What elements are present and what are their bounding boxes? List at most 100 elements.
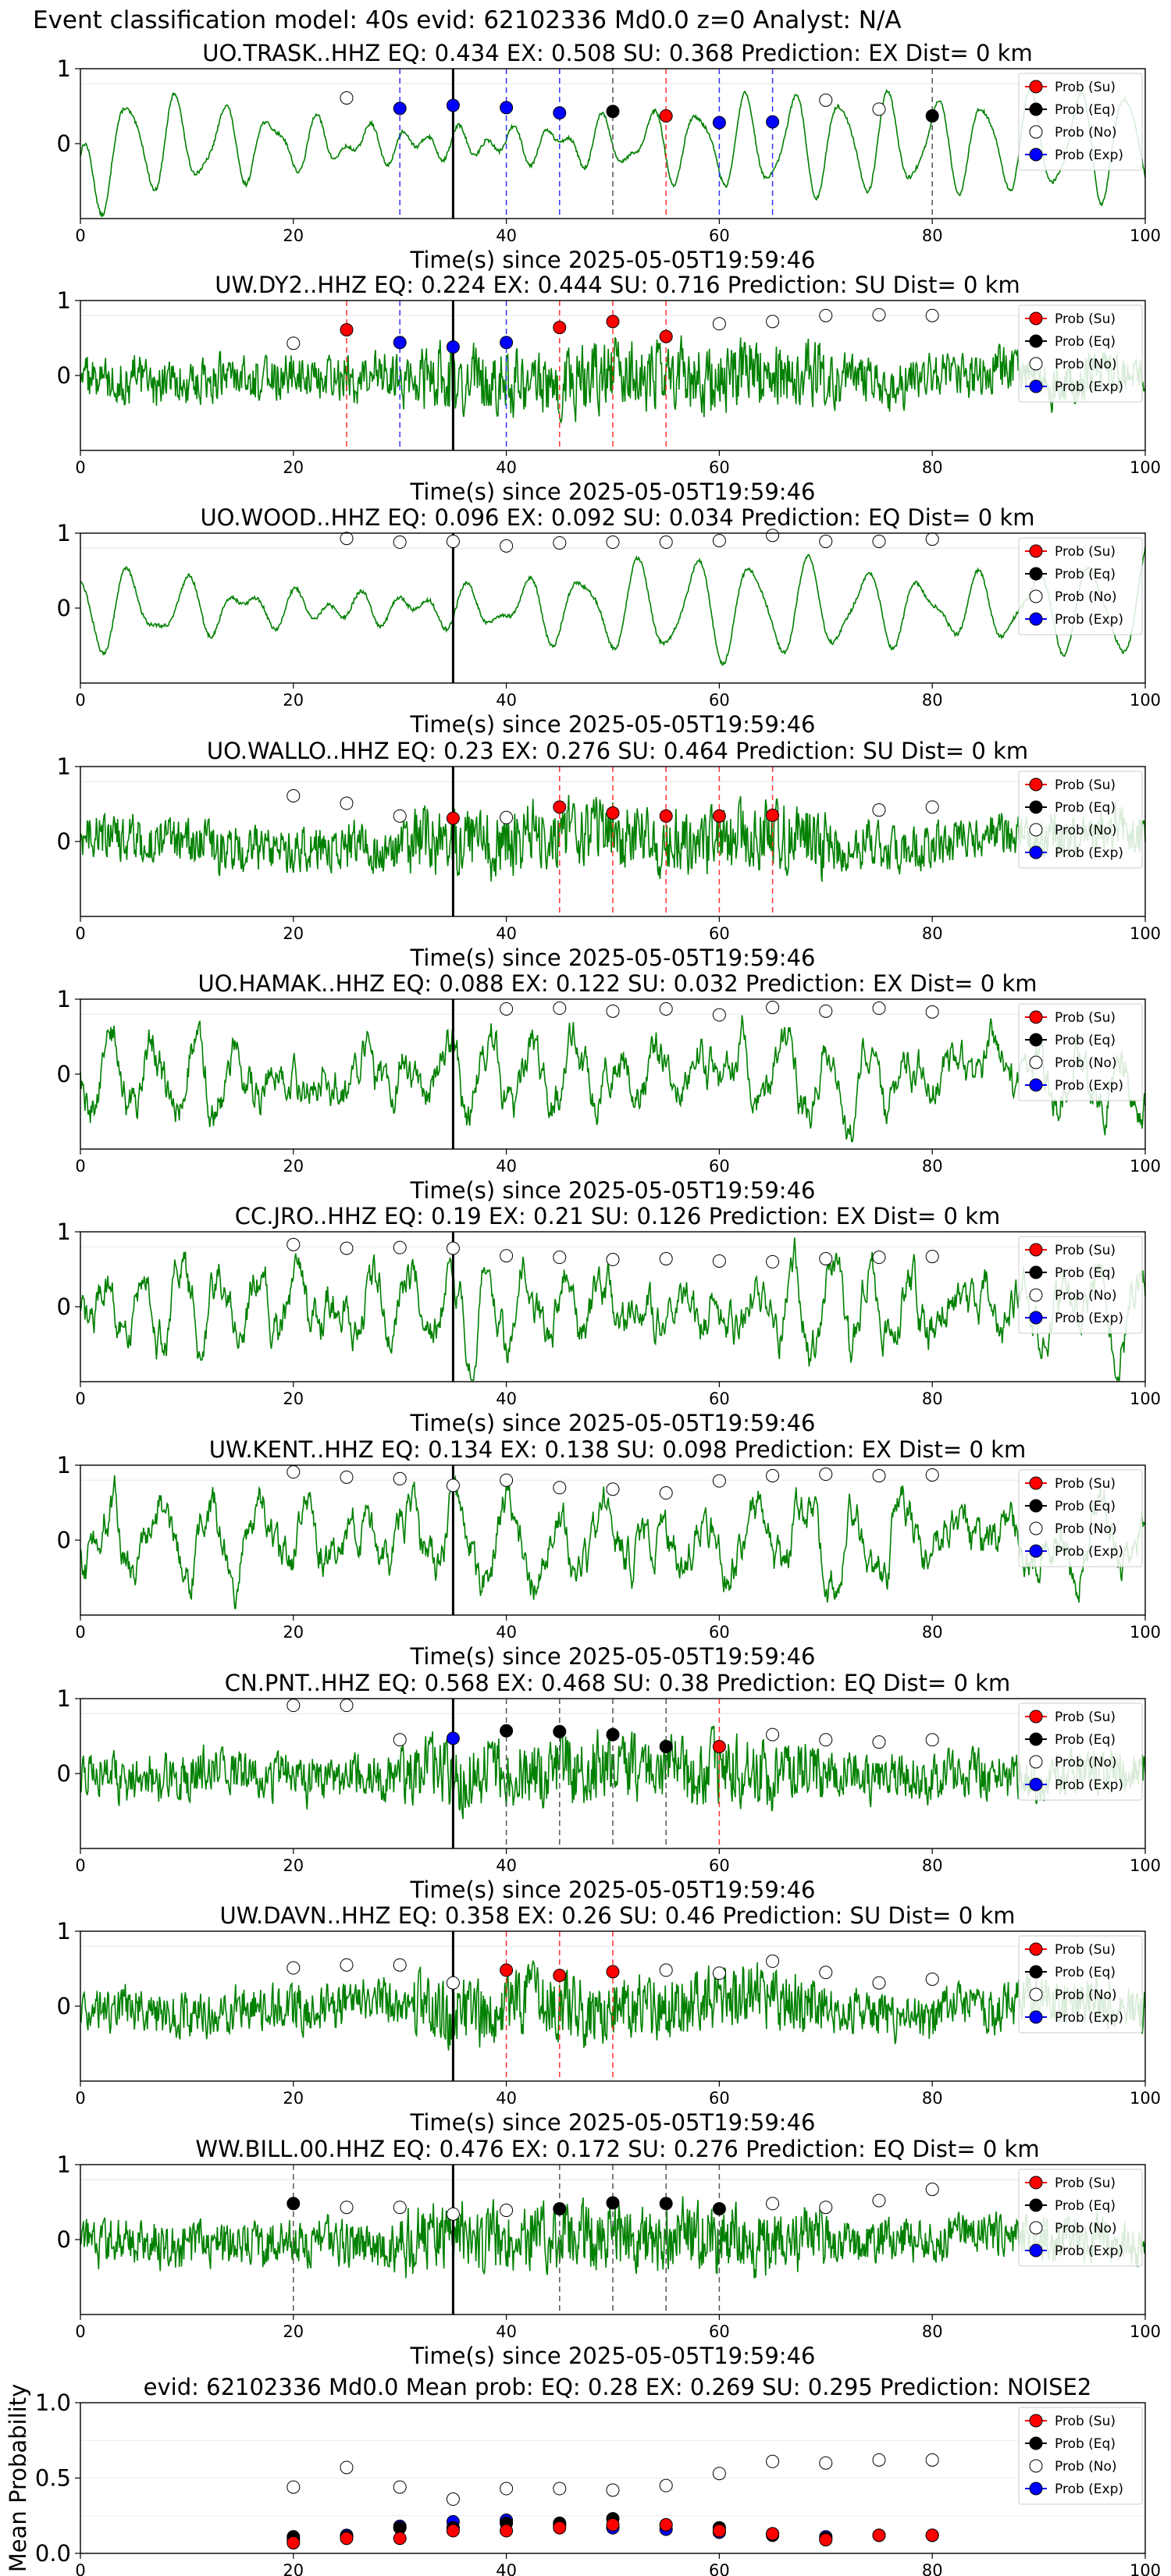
legend-label-no: Prob (No) — [1055, 1055, 1117, 1071]
legend-label-eq: Prob (Eq) — [1055, 2198, 1116, 2214]
legend-marker-eq — [1029, 800, 1043, 814]
x-tick-label: 20 — [283, 691, 304, 710]
legend-box — [1018, 1236, 1143, 1334]
prob-point-no — [287, 788, 301, 802]
mean-point-no — [766, 2454, 780, 2468]
x-tick-label: 80 — [922, 924, 943, 943]
prob-point-no — [287, 1237, 301, 1251]
prob-point-su — [659, 109, 673, 123]
x-tick-label: 0 — [75, 1389, 85, 1408]
prob-point-no — [712, 317, 726, 331]
prob-point-no — [766, 2197, 780, 2211]
mean-point-no — [500, 2482, 514, 2496]
prob-point-no — [500, 1473, 514, 1487]
x-tick-label: 0 — [75, 2089, 85, 2108]
waveform-trace — [80, 1475, 1146, 1610]
prob-point-no — [766, 1001, 780, 1015]
mean-point-su — [446, 2524, 460, 2538]
legend-marker-exp — [1029, 1078, 1043, 1092]
x-axis-label: Time(s) since 2025-05-05T19:59:46 — [410, 1877, 816, 1903]
panel-title: evid: 62102336 Md0.0 Mean prob: EQ: 0.28… — [144, 2374, 1092, 2400]
legend-marker-no — [1029, 125, 1043, 139]
waveform-trace — [80, 1959, 1146, 2051]
panel-title: CC.JRO..HHZ EQ: 0.19 EX: 0.21 SU: 0.126 … — [235, 1203, 1001, 1229]
legend-box — [1018, 1469, 1143, 1567]
prob-point-no — [606, 1004, 620, 1018]
prob-point-no — [606, 1253, 620, 1267]
prob-point-no — [659, 1486, 673, 1500]
legend-marker-eq — [1029, 567, 1043, 581]
legend-marker-su — [1029, 80, 1043, 94]
legend-marker-eq — [1029, 2436, 1043, 2450]
legend-label-exp: Prob (Exp) — [1055, 1777, 1123, 1793]
prob-point-no — [766, 1254, 780, 1268]
x-axis-label: Time(s) since 2025-05-05T19:59:46 — [410, 945, 816, 971]
prob-point-su — [446, 811, 460, 825]
legend-marker-exp — [1029, 148, 1043, 162]
x-tick-label: 100 — [1130, 2322, 1161, 2341]
prob-point-no — [393, 2201, 407, 2215]
waveform-trace — [80, 1237, 1146, 1383]
prob-point-exp — [766, 115, 780, 129]
x-tick-label: 60 — [709, 2322, 730, 2341]
x-axis-label: Time(s) since 2025-05-05T19:59:46 — [410, 1643, 816, 1670]
legend-marker-no — [1029, 2459, 1043, 2473]
x-tick-label: 40 — [496, 2322, 517, 2341]
prob-point-eq — [553, 1724, 567, 1738]
x-tick-label: 0 — [75, 226, 85, 245]
prob-point-no — [659, 1252, 673, 1266]
prob-point-no — [659, 1002, 673, 1016]
x-tick-label: 40 — [496, 1623, 517, 1642]
prob-point-eq — [500, 1724, 514, 1738]
x-tick-label: 20 — [283, 2561, 304, 2576]
x-axis-label: Time(s) since 2025-05-05T19:59:46 — [410, 1410, 816, 1436]
legend-marker-exp — [1029, 1777, 1043, 1791]
x-tick-label: 0 — [75, 2561, 85, 2576]
prob-point-no — [925, 1972, 939, 1986]
legend-marker-exp — [1029, 2243, 1043, 2258]
mean-point-su — [819, 2533, 833, 2547]
prob-point-exp — [446, 1731, 460, 1745]
x-tick-label: 60 — [709, 226, 730, 245]
prob-point-no — [340, 91, 354, 105]
y-tick-label: 1 — [57, 753, 71, 780]
y-tick-label: 0 — [57, 362, 71, 389]
mean-point-no — [712, 2467, 726, 2481]
prob-point-no — [925, 1468, 939, 1482]
prob-point-no — [553, 535, 567, 550]
legend-label-eq: Prob (Eq) — [1055, 334, 1116, 350]
prob-point-no — [766, 1468, 780, 1482]
mean-point-su — [553, 2521, 567, 2535]
prob-point-no — [819, 93, 833, 107]
prob-point-no — [659, 535, 673, 550]
panel-cc-jro--hhz: 0 20 40 60 80 100 0 1 CC.JRO..HHZ EQ: 0.19 EX: 0… — [57, 1203, 1162, 1436]
prob-point-no — [872, 1468, 886, 1482]
prob-point-no — [925, 800, 939, 814]
prob-point-no — [446, 1241, 460, 1255]
legend-label-exp: Prob (Exp) — [1055, 1311, 1123, 1326]
y-axis-label: Mean Probability — [5, 2384, 31, 2573]
x-tick-label: 60 — [709, 458, 730, 477]
x-axis-label: Time(s) since 2025-05-05T19:59:46 — [410, 711, 816, 738]
x-tick-label: 40 — [496, 2561, 517, 2576]
legend-label-exp: Prob (Exp) — [1055, 148, 1123, 163]
prob-point-eq — [287, 2197, 301, 2211]
x-axis-label: Time(s) since 2025-05-05T19:59:46 — [410, 479, 816, 505]
legend-marker-no — [1029, 357, 1043, 371]
x-tick-label: 80 — [922, 226, 943, 245]
panel-uo-hamak--hhz: 0 20 40 60 80 100 0 1 UO.HAMAK..HHZ EQ: 0.088 EX… — [57, 970, 1162, 1204]
legend-label-exp: Prob (Exp) — [1055, 2482, 1123, 2497]
panel-uw-kent--hhz: 0 20 40 60 80 100 0 1 UW.KENT..HHZ EQ: 0.134 EX:… — [57, 1436, 1162, 1670]
legend-marker-su — [1029, 1010, 1043, 1024]
x-tick-label: 80 — [922, 458, 943, 477]
prob-point-no — [340, 1958, 354, 1972]
legend-marker-no — [1029, 1055, 1043, 1069]
panel-title: UW.DAVN..HHZ EQ: 0.358 EX: 0.26 SU: 0.46… — [219, 1902, 1015, 1929]
mean-point-no — [446, 2492, 460, 2507]
prob-point-no — [766, 1954, 780, 1968]
prob-point-no — [287, 336, 301, 350]
legend-marker-exp — [1029, 1544, 1043, 1558]
prob-point-no — [872, 308, 886, 322]
x-tick-label: 40 — [496, 2089, 517, 2108]
prob-point-no — [712, 534, 726, 548]
